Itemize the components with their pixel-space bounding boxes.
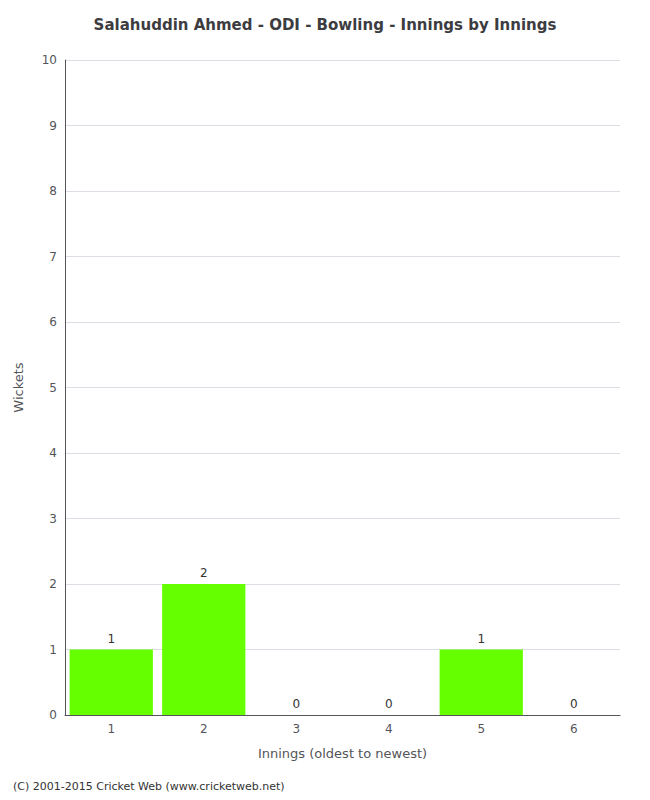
svg-text:4: 4 [385,722,393,736]
svg-text:0: 0 [385,697,393,711]
svg-text:Innings (oldest to newest): Innings (oldest to newest) [258,746,427,761]
svg-text:0: 0 [292,697,300,711]
svg-text:1: 1 [49,643,57,657]
svg-text:3: 3 [49,512,57,526]
svg-text:1: 1 [477,632,485,646]
svg-text:0: 0 [49,708,57,722]
svg-text:5: 5 [477,722,485,736]
svg-text:5: 5 [49,381,57,395]
svg-text:8: 8 [49,184,57,198]
svg-text:4: 4 [49,446,57,460]
svg-text:Wickets: Wickets [11,362,26,412]
svg-text:(C) 2001-2015 Cricket Web (www: (C) 2001-2015 Cricket Web (www.cricketwe… [13,780,285,793]
svg-text:2: 2 [49,577,57,591]
svg-text:7: 7 [49,250,57,264]
svg-text:6: 6 [49,315,57,329]
svg-text:1: 1 [107,722,115,736]
svg-text:2: 2 [200,722,208,736]
svg-text:1: 1 [107,632,115,646]
svg-text:0: 0 [570,697,578,711]
svg-text:10: 10 [42,53,57,67]
svg-text:Salahuddin Ahmed - ODI - Bowli: Salahuddin Ahmed - ODI - Bowling - Innin… [94,16,557,34]
svg-text:2: 2 [200,566,208,580]
svg-text:6: 6 [570,722,578,736]
svg-text:9: 9 [49,119,57,133]
svg-text:3: 3 [292,722,300,736]
